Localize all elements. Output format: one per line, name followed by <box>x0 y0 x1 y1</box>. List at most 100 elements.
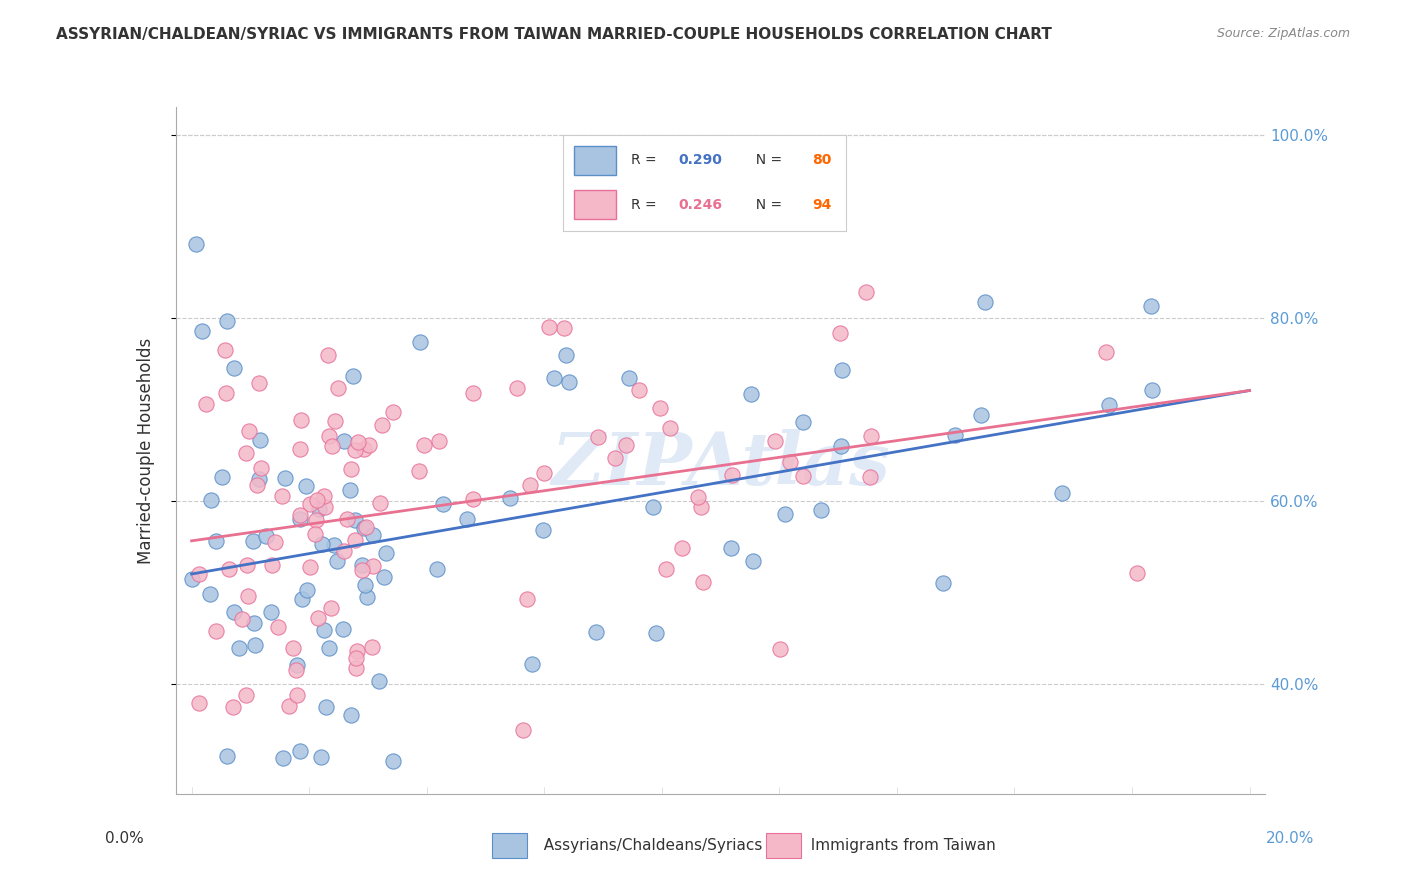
Point <box>200 587 222 601</box>
Point <box>238 589 260 603</box>
Point <box>605 450 627 465</box>
Point <box>311 537 333 551</box>
Point <box>347 434 370 449</box>
Point <box>741 554 763 568</box>
Point <box>342 369 364 384</box>
Point <box>285 688 308 702</box>
Point <box>308 502 330 516</box>
Point <box>288 442 311 457</box>
Point <box>721 467 744 482</box>
Point <box>344 650 367 665</box>
Point <box>222 606 245 620</box>
Point <box>333 434 356 449</box>
Point <box>346 644 368 658</box>
Point <box>343 443 366 458</box>
Point <box>368 496 391 510</box>
Point <box>218 562 240 576</box>
Point <box>522 657 544 671</box>
Point <box>190 324 212 338</box>
Point <box>314 624 336 638</box>
Point <box>773 507 796 521</box>
Point <box>325 414 347 428</box>
Point <box>204 534 226 549</box>
Point <box>432 498 454 512</box>
Point <box>531 523 554 537</box>
Point <box>855 285 877 299</box>
Point <box>291 592 314 607</box>
Point <box>247 472 270 486</box>
Text: Source: ZipAtlas.com: Source: ZipAtlas.com <box>1216 27 1350 40</box>
Point <box>409 335 432 350</box>
Point <box>304 526 326 541</box>
Point <box>463 491 485 506</box>
Point <box>361 528 384 542</box>
Point <box>214 343 236 357</box>
Point <box>314 500 336 515</box>
Point <box>246 477 269 491</box>
Point <box>650 401 672 415</box>
Point <box>1095 344 1118 359</box>
Point <box>970 408 993 422</box>
Point <box>426 562 449 576</box>
Point <box>267 620 290 634</box>
Point <box>498 491 520 506</box>
Point <box>655 561 678 575</box>
Point <box>740 386 762 401</box>
Point <box>250 460 273 475</box>
Point <box>686 490 709 504</box>
Point <box>343 513 366 527</box>
Text: 0.0%: 0.0% <box>105 831 145 846</box>
Point <box>290 413 312 427</box>
Point <box>792 468 814 483</box>
Point <box>350 563 373 577</box>
Point <box>242 533 264 548</box>
Point <box>344 661 367 675</box>
Point <box>332 544 354 558</box>
Point <box>831 362 853 376</box>
Point <box>273 751 295 765</box>
Point <box>205 624 228 639</box>
Point <box>463 386 485 401</box>
Y-axis label: Married-couple Households: Married-couple Households <box>136 337 155 564</box>
Point <box>373 570 395 584</box>
Point <box>336 512 359 526</box>
Point <box>779 455 801 469</box>
Point <box>228 640 250 655</box>
Point <box>249 433 271 447</box>
Point <box>659 421 682 435</box>
Point <box>974 294 997 309</box>
Point <box>1140 299 1163 313</box>
Point <box>350 558 373 572</box>
Point <box>374 546 396 560</box>
Point <box>200 493 222 508</box>
Point <box>361 558 384 573</box>
Point <box>290 508 312 523</box>
Point <box>932 576 955 591</box>
Point <box>356 591 378 605</box>
Point <box>278 699 301 714</box>
Point <box>769 642 792 657</box>
Point <box>283 641 305 656</box>
Point <box>270 489 292 503</box>
Point <box>238 424 260 438</box>
Point <box>325 554 347 568</box>
Point <box>211 470 233 484</box>
Point <box>188 567 211 582</box>
Point <box>305 493 328 508</box>
Point <box>1140 383 1163 397</box>
Point <box>288 512 311 526</box>
Point <box>860 429 883 443</box>
Point <box>370 418 392 433</box>
Point <box>235 688 257 702</box>
Point <box>305 513 328 527</box>
Point <box>427 434 450 449</box>
Point <box>720 541 742 555</box>
Point <box>247 376 270 390</box>
Point <box>512 723 534 738</box>
Point <box>641 500 664 515</box>
Point <box>859 470 882 484</box>
Point <box>343 533 366 547</box>
Point <box>318 640 340 655</box>
Point <box>943 428 966 442</box>
Point <box>307 610 329 624</box>
